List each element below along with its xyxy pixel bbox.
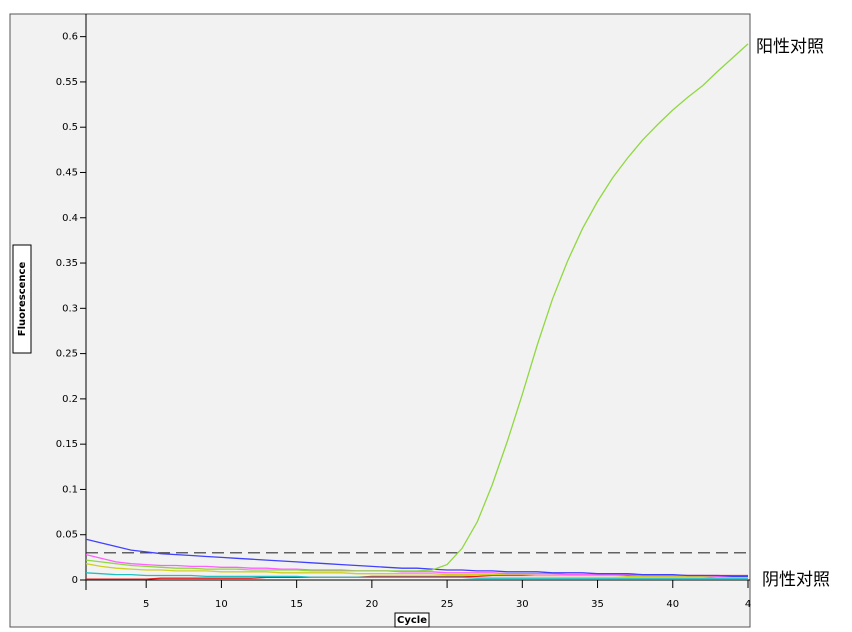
annotation: 阳性对照 (756, 37, 824, 57)
x-label-box (394, 612, 430, 628)
x-tick-label: 10 (215, 599, 228, 610)
x-tick-label: 20 (365, 599, 378, 610)
y-tick-label: 0.15 (56, 439, 78, 450)
y-tick-label: 0.2 (62, 394, 78, 405)
series-line (86, 553, 748, 578)
series-line (86, 563, 748, 578)
y-axis-label: Fluorescence (17, 262, 28, 337)
y-tick-label: 0.55 (56, 77, 78, 88)
plot-frame (9, 13, 751, 628)
series-line (86, 538, 748, 578)
y-tick-label: 0.45 (56, 167, 78, 178)
y-tick-label: 0.25 (56, 349, 78, 360)
x-tick-label: 40 (666, 599, 679, 610)
x-tick-label: 25 (441, 599, 454, 610)
y-tick-label: 0 (72, 575, 78, 586)
y-tick-label: 0.35 (56, 258, 78, 269)
x-tick-label: 15 (290, 599, 303, 610)
x-tick-label: 35 (591, 599, 604, 610)
y-tick-label: 0.6 (62, 32, 78, 43)
annotation: 阴性对照 (762, 570, 830, 590)
x-axis-label: Cycle (397, 615, 427, 626)
plot-lines (86, 43, 750, 580)
x-tick-label: 4 (745, 599, 751, 610)
y-tick-label: 0.5 (62, 122, 78, 133)
y-label-box (12, 244, 32, 354)
series-line (86, 572, 748, 579)
series-line (86, 43, 749, 572)
y-tick-label: 0.3 (62, 303, 78, 314)
x-tick-label: 30 (516, 599, 529, 610)
y-tick-label: 0.05 (56, 530, 78, 541)
y-tick-label: 0.4 (62, 213, 78, 224)
y-tick-label: 0.1 (62, 484, 78, 495)
x-tick-label: 5 (143, 599, 149, 610)
